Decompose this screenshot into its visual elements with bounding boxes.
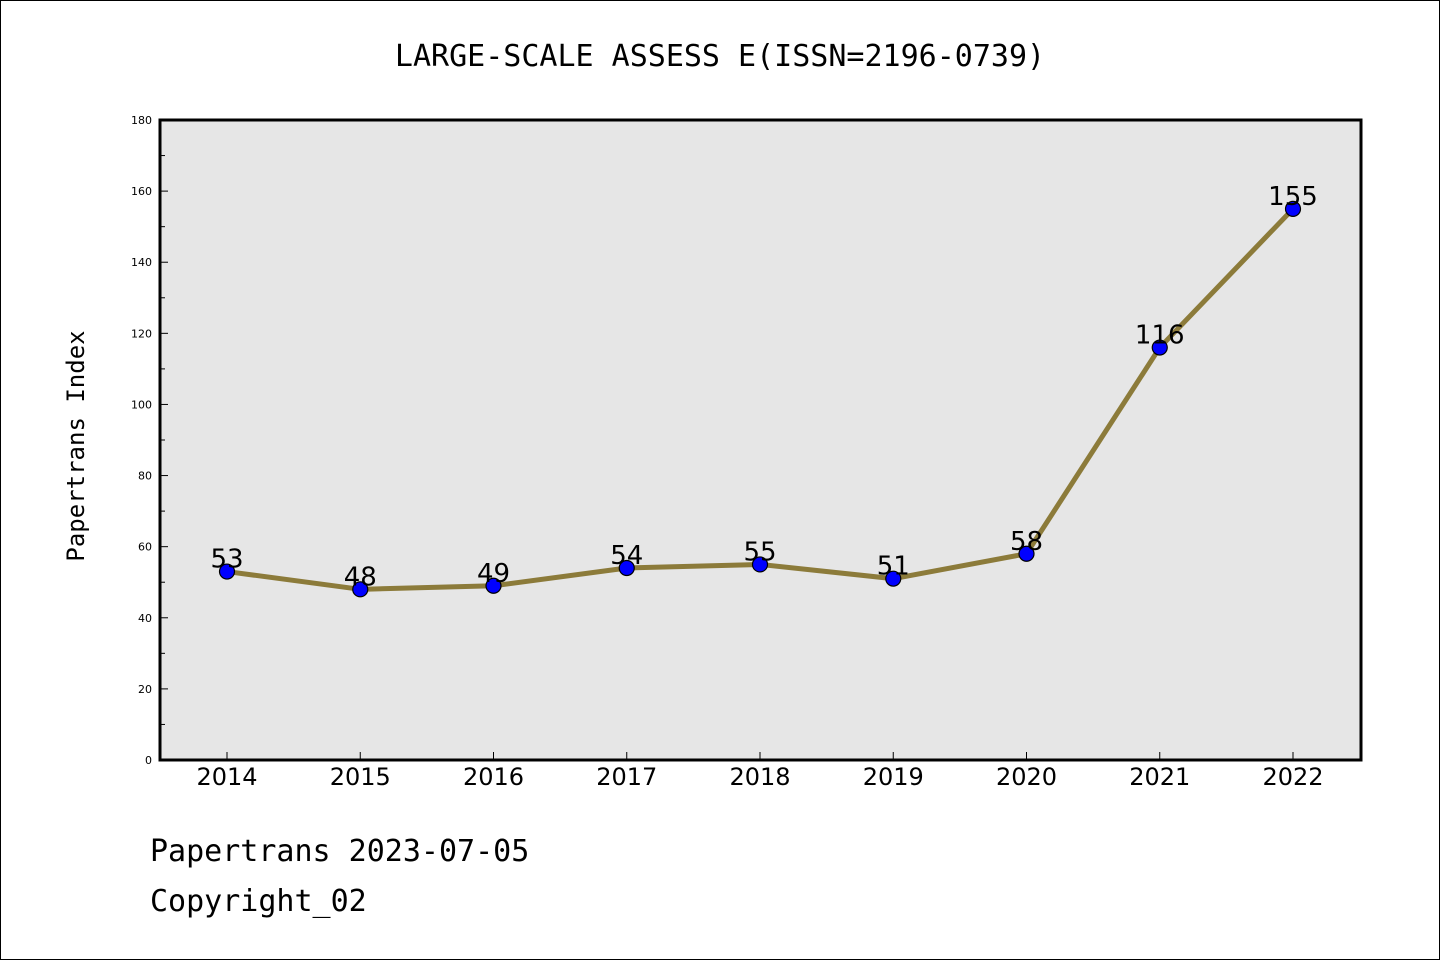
data-point bbox=[1018, 545, 1035, 562]
y-tick-label: 0 bbox=[145, 754, 152, 767]
x-tick-label: 2021 bbox=[1129, 763, 1190, 791]
plot-area bbox=[158, 118, 1363, 762]
data-label: 116 bbox=[1135, 321, 1185, 351]
footer-copyright: Copyright_02 bbox=[150, 884, 367, 919]
marker-layer bbox=[218, 200, 1302, 598]
x-tick-label: 2015 bbox=[330, 763, 391, 791]
x-tick-label: 2019 bbox=[863, 763, 924, 791]
data-label-layer: 53 48 49 54 55 51 58 116 155 bbox=[210, 182, 1317, 592]
data-point bbox=[352, 581, 369, 598]
y-tick-label: 160 bbox=[131, 185, 152, 198]
data-label: 48 bbox=[344, 562, 377, 592]
y-axis-label: Papertrans Index bbox=[62, 330, 90, 561]
data-label: 58 bbox=[1010, 527, 1043, 557]
x-tick-label: 2020 bbox=[996, 763, 1057, 791]
data-point bbox=[618, 559, 635, 577]
data-point bbox=[218, 563, 236, 580]
x-tick-label: 2014 bbox=[196, 763, 257, 791]
chart-title: LARGE-SCALE ASSESS E(ISSN=2196-0739) bbox=[395, 39, 1045, 74]
y-tick-label: 100 bbox=[131, 398, 152, 411]
y-tick-label: 40 bbox=[138, 612, 152, 625]
data-point bbox=[1151, 339, 1168, 356]
data-label: 49 bbox=[477, 559, 510, 589]
data-label: 155 bbox=[1268, 182, 1318, 212]
y-axis: 0 20 40 60 80 100 120 140 160 180 bbox=[131, 114, 168, 767]
data-label: 55 bbox=[743, 537, 776, 567]
footer-source: Papertrans 2023-07-05 bbox=[150, 834, 530, 869]
data-point bbox=[485, 577, 502, 594]
x-axis: 2014 2015 2016 2017 2018 2019 2020 2021 2022 bbox=[196, 752, 1324, 791]
data-label: 51 bbox=[877, 552, 910, 582]
y-tick-label: 20 bbox=[138, 683, 152, 696]
data-point bbox=[1284, 200, 1302, 217]
data-point bbox=[885, 570, 902, 587]
y-tick-label: 120 bbox=[131, 327, 152, 340]
x-tick-label: 2022 bbox=[1262, 763, 1323, 791]
y-tick-label: 80 bbox=[138, 470, 152, 483]
x-tick-label: 2017 bbox=[596, 763, 657, 791]
y-tick-label: 140 bbox=[131, 256, 152, 269]
data-label: 54 bbox=[610, 541, 643, 571]
x-tick-label: 2016 bbox=[463, 763, 524, 791]
data-label: 53 bbox=[210, 545, 243, 575]
y-tick-label: 180 bbox=[131, 114, 152, 127]
y-tick-label: 60 bbox=[138, 541, 152, 554]
data-point bbox=[751, 556, 769, 573]
x-tick-label: 2018 bbox=[729, 763, 790, 791]
